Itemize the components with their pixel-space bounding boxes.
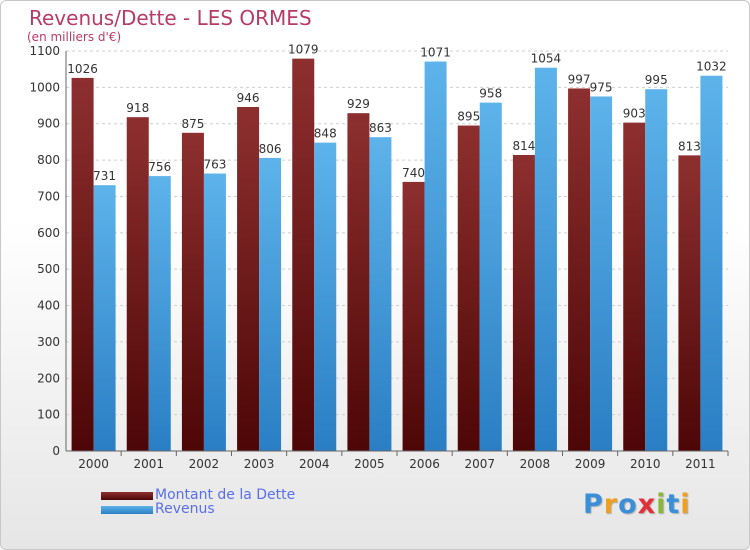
bar-revenus bbox=[203, 173, 226, 451]
x-tick-label: 2007 bbox=[464, 457, 495, 471]
y-tick-label: 500 bbox=[37, 262, 60, 276]
bar-debt bbox=[71, 77, 94, 451]
data-label-revenus: 958 bbox=[479, 87, 502, 101]
data-label-debt: 814 bbox=[512, 139, 535, 153]
data-label-debt: 918 bbox=[126, 101, 149, 115]
y-tick-label: 1100 bbox=[29, 44, 60, 58]
data-label-debt: 813 bbox=[678, 139, 701, 153]
data-label-debt: 895 bbox=[457, 110, 480, 124]
bar-debt bbox=[623, 122, 646, 452]
y-tick-label: 600 bbox=[37, 226, 60, 240]
data-label-revenus: 1032 bbox=[696, 60, 727, 74]
x-tick-label: 2011 bbox=[685, 457, 716, 471]
axes: 0 100 200 300 400 500 600 700 800 900 1000 1100 2000… bbox=[29, 44, 729, 471]
data-label-debt: 903 bbox=[623, 107, 646, 121]
y-tick-label: 800 bbox=[37, 153, 60, 167]
y-tick-label: 0 bbox=[52, 444, 60, 458]
x-tick-label: 2003 bbox=[244, 457, 275, 471]
logo-letter: t bbox=[666, 489, 681, 520]
data-label-debt: 997 bbox=[568, 72, 591, 86]
bar-debt bbox=[347, 113, 370, 451]
x-tick-label: 2001 bbox=[133, 457, 164, 471]
data-label-revenus: 731 bbox=[93, 169, 116, 183]
data-label-revenus: 1054 bbox=[531, 52, 562, 66]
y-tick-label: 700 bbox=[37, 189, 60, 203]
data-labels: 1026 731 918 756 875 763 946 806 1079 848 929 863 74… bbox=[67, 43, 726, 184]
y-tick-label: 1000 bbox=[29, 80, 60, 94]
bar-revenus bbox=[700, 75, 723, 452]
logo-letter: x bbox=[637, 489, 657, 520]
data-label-debt: 875 bbox=[181, 117, 204, 131]
proxiti-logo: Proxiti bbox=[583, 489, 691, 520]
bar-revenus bbox=[645, 89, 668, 451]
x-tick-label: 2010 bbox=[630, 457, 661, 471]
legend-label-revenus: Revenus bbox=[155, 501, 215, 517]
bar-debt bbox=[678, 155, 701, 451]
bar-debt bbox=[568, 88, 591, 452]
y-tick-label: 400 bbox=[37, 299, 60, 313]
grid-lines bbox=[66, 50, 728, 416]
logo-letter: o bbox=[618, 489, 638, 520]
legend-swatch-revenus bbox=[101, 506, 153, 514]
logo-letter: r bbox=[603, 489, 619, 520]
x-tick-label: 2004 bbox=[299, 457, 330, 471]
data-label-debt: 1026 bbox=[67, 62, 98, 76]
bar-revenus bbox=[259, 157, 282, 451]
y-tick-label: 900 bbox=[37, 117, 60, 131]
bars bbox=[71, 58, 723, 452]
bar-debt bbox=[402, 181, 425, 451]
data-label-revenus: 806 bbox=[259, 142, 282, 156]
data-label-debt: 929 bbox=[347, 97, 370, 111]
chart-title: Revenus/Dette - LES ORMES bbox=[29, 6, 312, 30]
bar-revenus bbox=[479, 102, 502, 452]
x-tick-label: 2008 bbox=[520, 457, 551, 471]
chart-subtitle: (en milliers d'€) bbox=[27, 30, 122, 44]
bar-revenus bbox=[424, 61, 447, 451]
data-label-revenus: 1071 bbox=[420, 46, 451, 60]
data-label-revenus: 995 bbox=[645, 73, 668, 87]
bar-revenus bbox=[148, 176, 171, 451]
bar-debt bbox=[237, 107, 260, 451]
data-label-debt: 1079 bbox=[288, 43, 319, 57]
y-tick-label: 100 bbox=[37, 408, 60, 422]
bar-debt bbox=[181, 132, 204, 451]
bar-revenus bbox=[314, 142, 337, 452]
data-label-revenus: 848 bbox=[314, 127, 337, 141]
data-label-revenus: 763 bbox=[203, 158, 226, 172]
bar-debt bbox=[126, 117, 149, 451]
data-label-debt: 740 bbox=[402, 166, 425, 180]
legend-swatch-debt bbox=[101, 492, 153, 500]
bar-debt bbox=[292, 58, 315, 452]
bar-debt bbox=[512, 155, 535, 451]
data-label-revenus: 975 bbox=[590, 80, 613, 94]
data-label-revenus: 863 bbox=[369, 121, 392, 135]
y-tick-label: 200 bbox=[37, 371, 60, 385]
data-label-revenus: 756 bbox=[148, 160, 171, 174]
y-tick-label: 300 bbox=[37, 335, 60, 349]
logo-letter: i bbox=[656, 489, 667, 520]
logo-letter: i bbox=[680, 489, 691, 520]
x-tick-label: 2002 bbox=[189, 457, 220, 471]
data-label-debt: 946 bbox=[237, 91, 260, 105]
x-tick-label: 2009 bbox=[575, 457, 606, 471]
x-tick-label: 2000 bbox=[78, 457, 109, 471]
x-tick-label: 2006 bbox=[409, 457, 440, 471]
x-tick-label: 2005 bbox=[354, 457, 385, 471]
bar-revenus bbox=[93, 185, 116, 451]
bar-revenus bbox=[534, 67, 557, 452]
legend-label-debt: Montant de la Dette bbox=[155, 487, 296, 503]
bar-debt bbox=[457, 125, 480, 451]
bar-revenus bbox=[590, 96, 613, 452]
logo-letter: P bbox=[583, 489, 604, 520]
bar-revenus bbox=[369, 137, 392, 451]
